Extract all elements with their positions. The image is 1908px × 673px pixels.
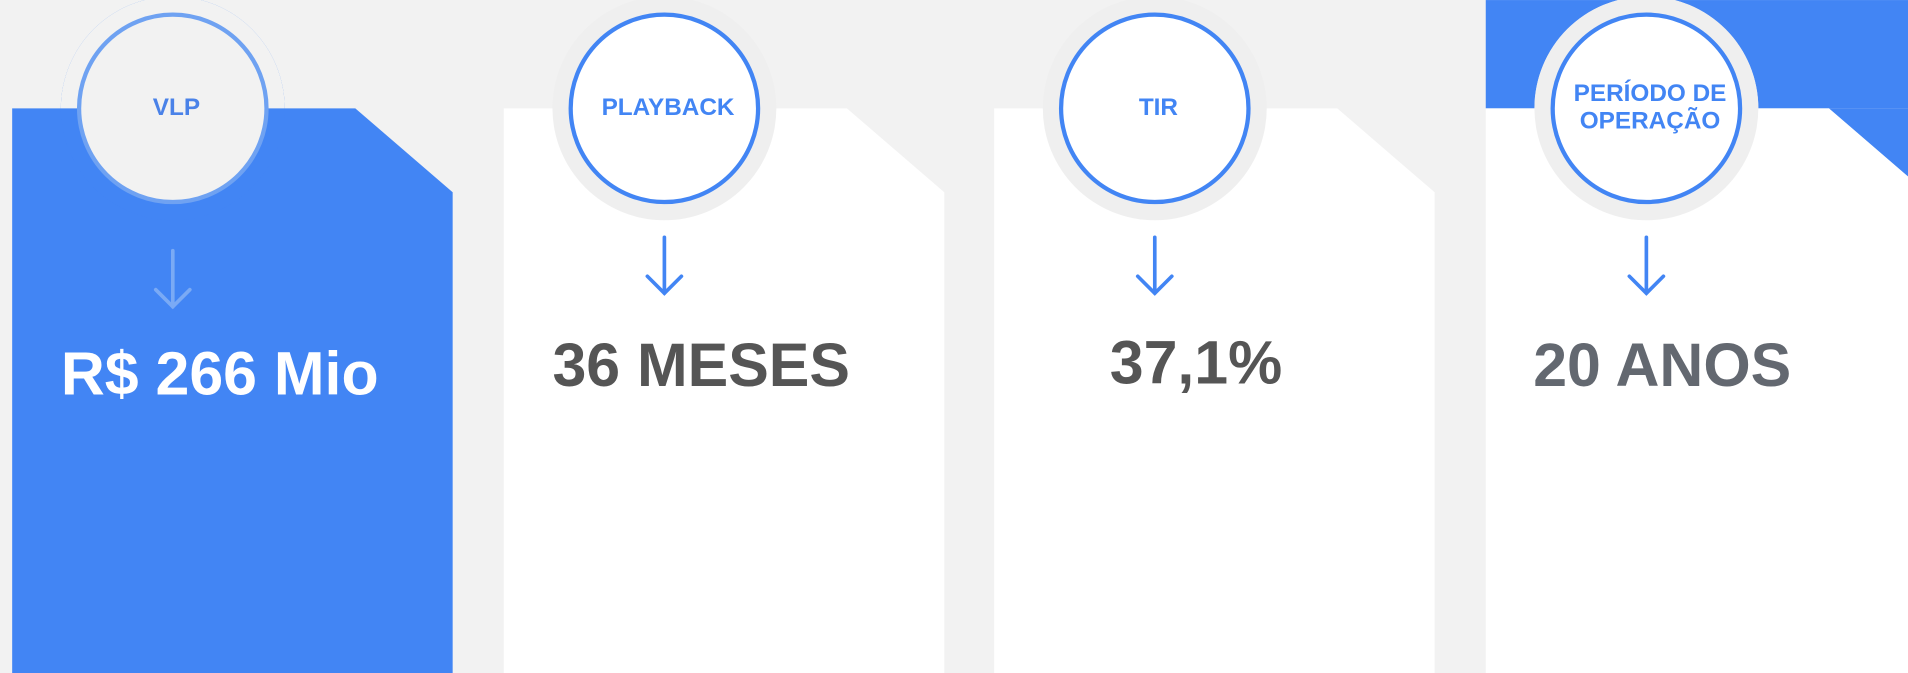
card: PLAYBACK 36 MESES [503, 0, 945, 673]
card-body [994, 108, 1435, 673]
card-body [503, 108, 945, 673]
circle-ring [1058, 12, 1251, 205]
circle-label: PERÍODO DE [1574, 79, 1727, 107]
arrow [1135, 235, 1174, 296]
arrow [1627, 235, 1666, 296]
card-body [12, 108, 453, 673]
circle-ring [568, 12, 761, 205]
circle-label: PLAYBACK [602, 94, 735, 121]
card-value: 37,1% [1110, 329, 1282, 397]
circle-label: VLP [153, 94, 200, 121]
card-value: 20 ANOS [1533, 331, 1791, 399]
arrow [153, 248, 192, 310]
card-value: R$ 266 Mio [61, 340, 379, 408]
circle-ring [1550, 12, 1743, 205]
circle-label: OPERAÇÃO [1580, 107, 1721, 135]
card-body [1485, 108, 1908, 673]
card: VLP R$ 266 Mio [12, 0, 453, 673]
card-value: 36 MESES [552, 331, 850, 399]
card: TIR 37,1% [994, 0, 1435, 673]
arrow [645, 235, 684, 296]
circle-ring [76, 12, 269, 205]
corner-band [1828, 108, 1908, 177]
circle-label: TIR [1139, 94, 1179, 121]
